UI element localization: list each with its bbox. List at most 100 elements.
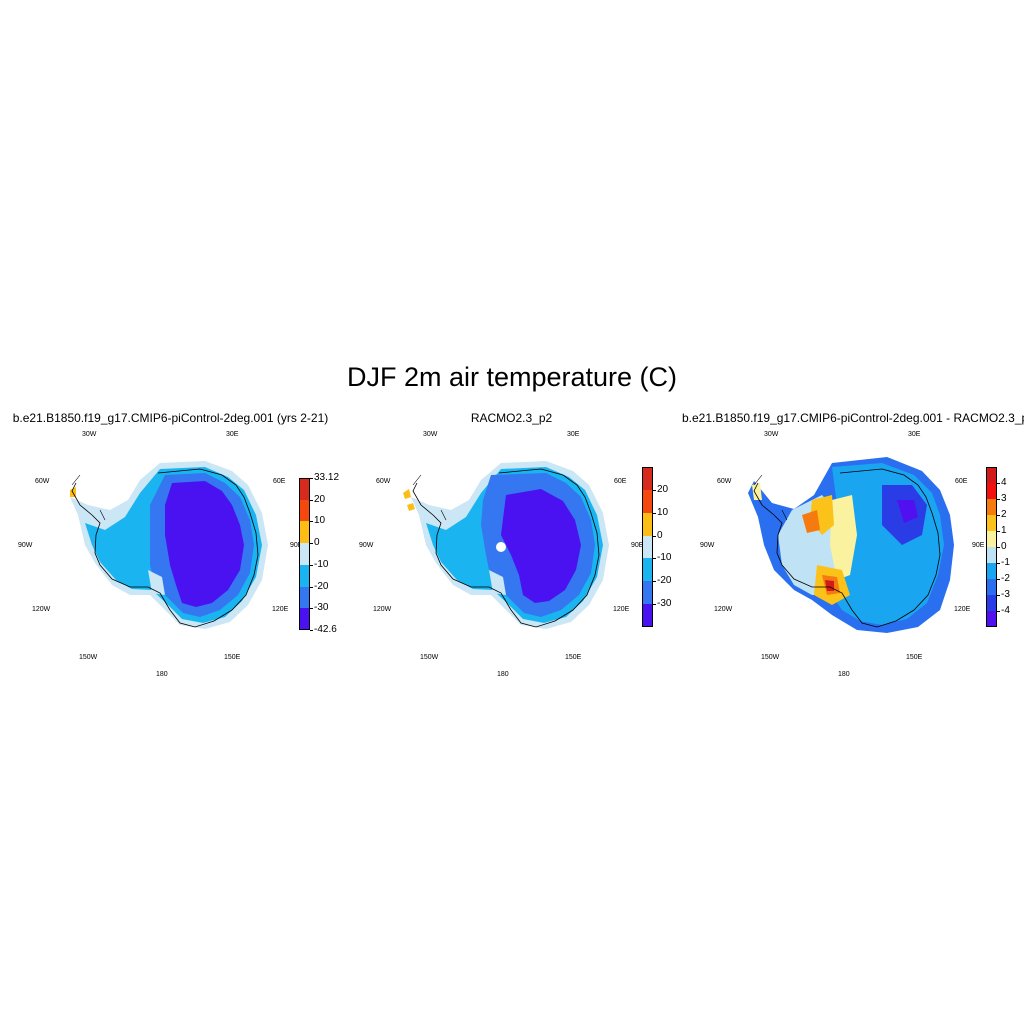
colorbar-segment — [642, 467, 653, 490]
panel-title: b.e21.B1850.f19_g17.CMIP6-piControl-2deg… — [12, 411, 329, 425]
colorbar-tick — [310, 478, 313, 479]
colorbar-tick — [310, 586, 313, 588]
colorbar-label: 0 — [314, 537, 320, 549]
colorbar-tick — [997, 499, 1000, 500]
lon-label: 30E — [908, 431, 921, 438]
colorbar-label: 33.12 — [314, 472, 340, 483]
lon-label: 90W — [359, 542, 374, 549]
colorbar-tick — [997, 547, 1000, 548]
panel-difference: b.e21.B1850.f19_g17.CMIP6-piControl-2deg… — [682, 405, 1024, 695]
colorbar-label: 20 — [314, 493, 326, 505]
lon-label: 90W — [700, 542, 715, 549]
lon-label: 180 — [497, 671, 509, 678]
colorbar-label: 3 — [1001, 493, 1007, 504]
colorbar-segment — [299, 608, 310, 630]
colorbar-segment — [299, 478, 310, 500]
coastline — [412, 468, 600, 628]
colorbar-label: -1 — [1001, 557, 1010, 568]
colorbar-label: -10 — [314, 558, 329, 570]
lon-label: 60W — [35, 478, 50, 485]
colorbar-segment — [986, 499, 997, 515]
colorbar-tick — [997, 483, 1000, 484]
colorbar-label: 0 — [1001, 541, 1007, 552]
colorbar-segment — [299, 543, 310, 565]
colorbar-label: -10 — [657, 552, 672, 564]
colorbar-tick — [310, 543, 313, 545]
lon-label: 90E — [290, 542, 303, 549]
colorbar-label: -30 — [657, 598, 672, 610]
colorbar-label: 2 — [1001, 509, 1007, 520]
colorbar-segment — [986, 467, 997, 483]
coastline — [71, 468, 259, 628]
colorbar-segment — [299, 564, 310, 587]
colorbar-tick — [310, 499, 313, 501]
colorbar-label: -2 — [1001, 573, 1010, 584]
lon-label: 90E — [631, 542, 644, 549]
panel-model: b.e21.B1850.f19_g17.CMIP6-piControl-2deg… — [0, 405, 341, 695]
colorbar-segment — [986, 611, 997, 627]
colorbar-label: 0 — [657, 529, 663, 541]
figure-title: DJF 2m air temperature (C) — [346, 362, 678, 392]
lon-label: 120E — [613, 606, 630, 613]
lon-label: 120W — [373, 606, 392, 613]
panel-title: b.e21.B1850.f19_g17.CMIP6-piControl-2deg… — [682, 411, 1024, 425]
lon-label: 120W — [714, 606, 733, 613]
colorbar: 4 3 2 1 0 -1 -2 -3 -4 — [986, 467, 1010, 627]
lon-label: 120W — [32, 606, 51, 613]
colorbar-tick — [653, 581, 656, 583]
lon-label: 60E — [273, 478, 286, 485]
lon-label: 60W — [376, 478, 391, 485]
coastline — [753, 468, 941, 628]
lon-label: 150W — [79, 654, 98, 661]
colorbar-label: -3 — [1001, 589, 1010, 600]
colorbar-tick — [653, 604, 656, 606]
lon-label: 150E — [565, 654, 582, 661]
map-field — [748, 457, 954, 633]
lon-label: 30W — [82, 431, 97, 438]
lon-label: 150E — [906, 654, 923, 661]
colorbar-segment — [642, 489, 653, 513]
colorbar-segment — [642, 558, 653, 582]
colorbar-tick — [653, 535, 656, 537]
colorbar-tick — [997, 595, 1000, 596]
colorbar-segment — [642, 604, 653, 627]
lon-label: 90E — [972, 542, 985, 549]
colorbar-segment — [986, 547, 997, 563]
antarctica-map — [403, 461, 609, 629]
colorbar-tick — [310, 630, 313, 631]
colorbar-tick — [310, 564, 313, 566]
colorbar-segment — [986, 483, 997, 499]
colorbar-label: -30 — [314, 602, 329, 614]
colorbar-tick — [997, 611, 1000, 612]
colorbar-segment — [642, 535, 653, 559]
lon-label: 90W — [18, 542, 33, 549]
colorbar-tick — [997, 531, 1000, 532]
lon-label: 60E — [614, 478, 627, 485]
colorbar-label: 10 — [314, 515, 326, 527]
colorbar-label: 4 — [1001, 477, 1007, 488]
colorbar-tick — [653, 512, 656, 514]
lon-label: 150W — [761, 654, 780, 661]
colorbar-segment — [299, 521, 310, 544]
antarctica-map — [748, 457, 954, 633]
colorbar-tick — [653, 489, 656, 491]
colorbar-label: 10 — [657, 506, 669, 518]
colorbar: 20 10 0 -10 -20 -30 — [642, 467, 671, 627]
lon-label: 150W — [420, 654, 439, 661]
colorbar-label: -20 — [657, 575, 672, 587]
colorbar-segment — [986, 579, 997, 595]
colorbar-tick — [653, 558, 656, 560]
colorbar-segment — [986, 563, 997, 579]
lon-label: 30E — [226, 431, 239, 438]
colorbar-label: -4 — [1001, 605, 1010, 616]
colorbar-segment — [299, 586, 310, 609]
lon-label: 60W — [717, 478, 732, 485]
colorbar-segment — [642, 581, 653, 605]
colorbar-tick — [310, 521, 313, 523]
colorbar-segment — [986, 595, 997, 611]
colorbar-tick — [997, 515, 1000, 516]
map-field — [70, 461, 268, 629]
colorbar-tick — [310, 608, 313, 610]
lon-label: 120E — [272, 606, 289, 613]
colorbar-segment — [986, 531, 997, 547]
